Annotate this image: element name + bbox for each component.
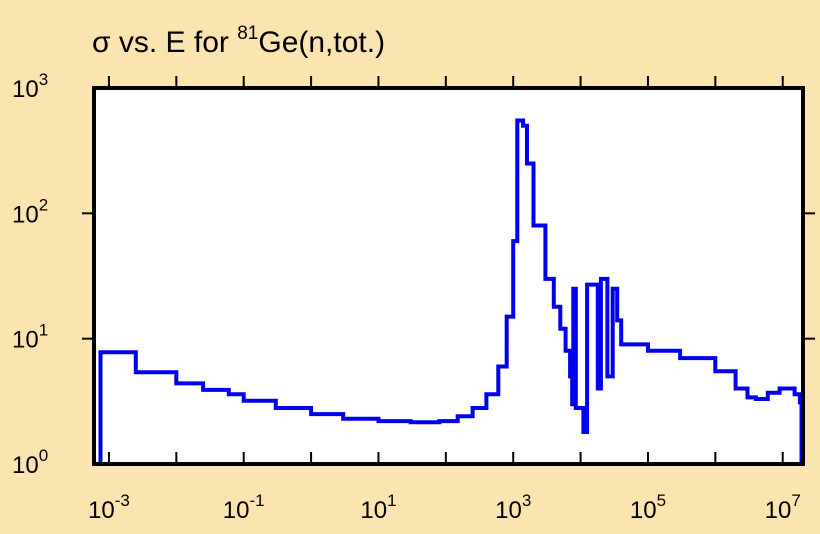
plot-area [94, 88, 803, 464]
x-tick-label: 103 [495, 491, 531, 524]
chart-title-superscript: 81 [237, 23, 258, 44]
y-tick-label-base: 10 [12, 76, 39, 103]
chart-title-suffix: Ge(n,tot.) [258, 26, 385, 59]
y-tick-label-exponent: 1 [39, 321, 48, 340]
x-tick-label: 105 [630, 491, 666, 524]
x-tick-label: 107 [765, 491, 801, 524]
y-tick-label-exponent: 3 [39, 70, 48, 89]
x-tick-label-base: 10 [88, 497, 115, 524]
y-tick-label: 101 [12, 321, 48, 354]
x-tick-label-base: 10 [765, 497, 792, 524]
x-tick-label-exponent: -1 [249, 491, 264, 510]
y-tick-label: 100 [12, 446, 48, 479]
x-tick-label-base: 10 [223, 497, 250, 524]
x-tick-label: 101 [360, 491, 396, 524]
y-tick-label: 102 [12, 195, 48, 228]
y-tick-label-exponent: 2 [39, 195, 48, 214]
plot-frame [92, 86, 805, 466]
y-tick-label-exponent: 0 [39, 446, 48, 465]
x-tick-label-base: 10 [495, 497, 522, 524]
x-tick-label: 10-3 [88, 491, 130, 524]
y-tick-label-base: 10 [12, 327, 39, 354]
x-tick-label-exponent: 1 [387, 491, 396, 510]
y-tick-label-base: 10 [12, 201, 39, 228]
x-tick-label-base: 10 [360, 497, 387, 524]
x-tick-label-exponent: 5 [657, 491, 666, 510]
chart-title: σ vs. E for 81Ge(n,tot.) [92, 23, 385, 59]
x-tick-label: 10-1 [223, 491, 265, 524]
x-tick-label-exponent: -3 [115, 491, 130, 510]
chart-title-prefix: σ vs. E for [92, 26, 237, 59]
x-tick-label-base: 10 [630, 497, 657, 524]
x-tick-label-exponent: 3 [522, 491, 531, 510]
x-tick-label-exponent: 7 [791, 491, 800, 510]
series-layer [98, 118, 804, 464]
y-tick-label-base: 10 [12, 452, 39, 479]
y-tick-label: 103 [12, 70, 48, 103]
series-line [98, 118, 804, 464]
